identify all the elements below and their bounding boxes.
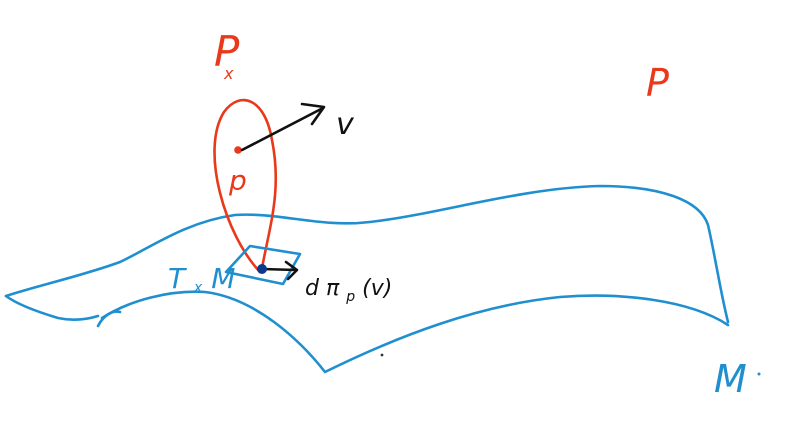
- manifold-left-edge: [4, 294, 100, 322]
- pushforward-arrow: [260, 260, 299, 281]
- manifold-bottom-edge: [100, 290, 730, 374]
- label-tangent-M: M: [211, 262, 235, 295]
- tangent-plane-outline: [224, 244, 302, 286]
- label-tangent-space: T x M: [168, 262, 235, 299]
- label-pushforward-pi: π: [326, 276, 340, 301]
- label-fiber: P: [214, 27, 240, 76]
- label-point-p: p: [228, 164, 247, 197]
- vector-v-head: [300, 102, 326, 126]
- label-tangent-subscript: x: [193, 280, 203, 296]
- label-pushforward-arg: (v): [362, 276, 392, 301]
- stray-mark: [380, 353, 384, 357]
- point-p-dot: [234, 146, 242, 154]
- fiber-loop: [213, 98, 278, 274]
- label-pushforward-d: d: [305, 276, 320, 301]
- base-point-dot: [257, 264, 267, 274]
- label-tangent-T: T: [168, 262, 187, 295]
- pushforward-head: [284, 260, 299, 281]
- label-pushforward-sub: p: [345, 289, 355, 305]
- label-bundle: P: [646, 61, 669, 105]
- manifold-top-edge: [4, 184, 730, 324]
- fiber-curve: [213, 98, 278, 274]
- stray-mark: [757, 372, 761, 376]
- label-fiber-subscript: x: [223, 64, 234, 83]
- vector-v-shaft: [240, 106, 325, 152]
- pushforward-shaft: [260, 267, 298, 272]
- tangent-plane: [224, 244, 302, 286]
- label-manifold: M: [714, 357, 747, 401]
- manifold-surface: [4, 184, 730, 374]
- vector-v-arrow: [240, 102, 326, 152]
- label-pushforward: d π p (v): [305, 276, 392, 307]
- label-vector-v: v: [336, 107, 355, 142]
